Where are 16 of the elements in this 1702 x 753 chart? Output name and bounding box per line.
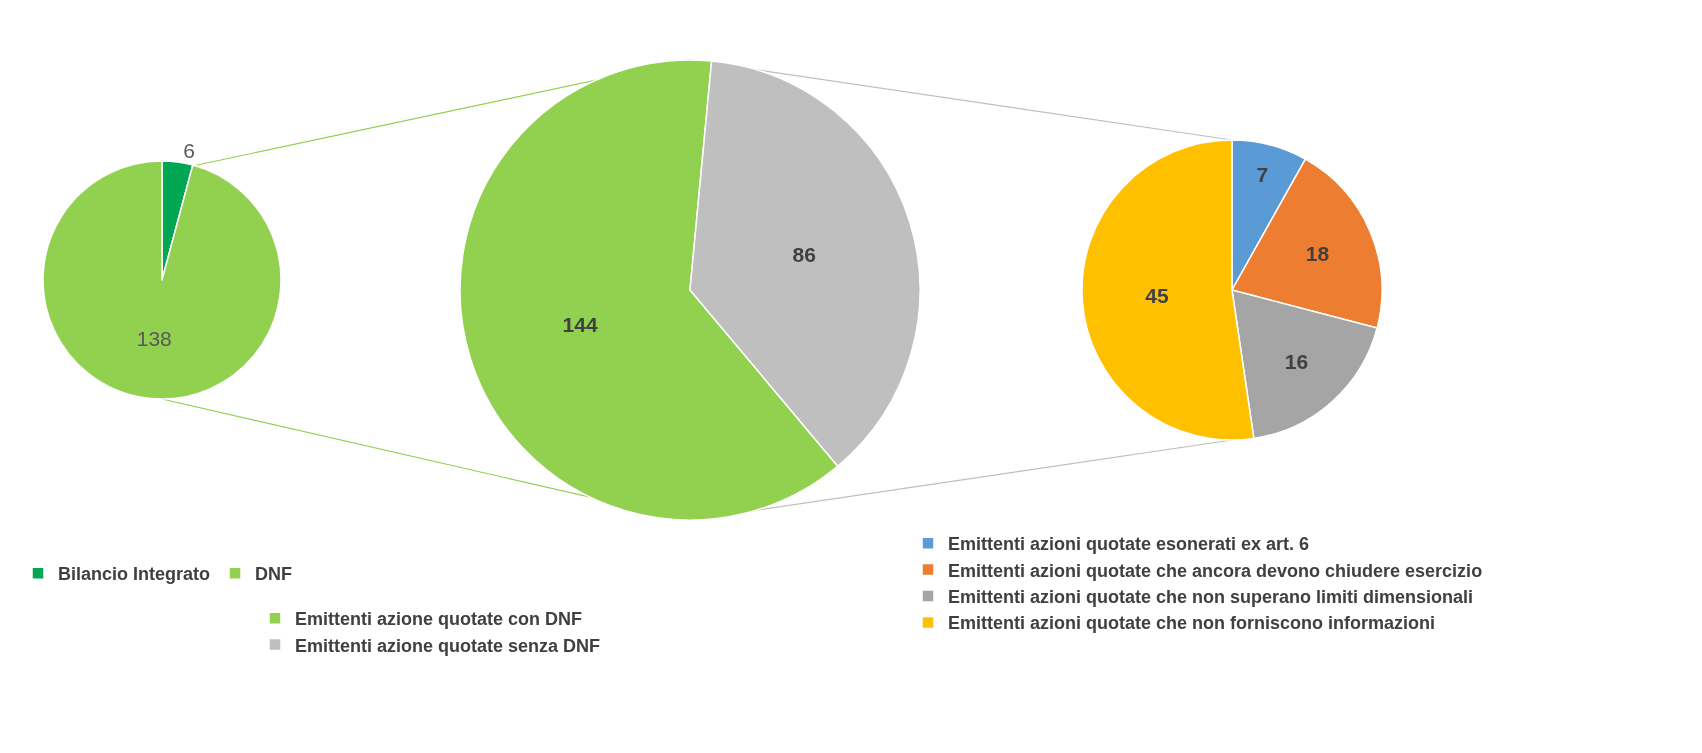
legend-label: DNF (255, 564, 293, 585)
legend-label: Emittenti azioni quotate che non forniscono informazioni (948, 613, 1436, 634)
data-label: 16 (1284, 350, 1309, 374)
data-label: 86 (792, 242, 816, 266)
legend-label: Emittenti azione quotate con DNF (295, 609, 583, 630)
data-label: 6 (183, 139, 195, 163)
legend-label: Emittenti azioni quotate che non superano limiti dimensionali (948, 587, 1474, 608)
data-label: 144 (562, 312, 598, 336)
data-label: 138 (136, 327, 172, 351)
data-label: 7 (1256, 162, 1269, 186)
legend-label: Emittenti azioni quotate esonerati ex art. 6 (948, 534, 1310, 555)
legend-label: Emittenti azioni quotate che ancora devono chiudere esercizio (948, 560, 1483, 581)
data-label: 18 (1305, 242, 1330, 266)
data-label: 45 (1145, 283, 1170, 307)
legend-label: Bilancio Integrato (58, 564, 211, 585)
legend-label: Emittenti azione quotate senza DNF (295, 635, 601, 656)
